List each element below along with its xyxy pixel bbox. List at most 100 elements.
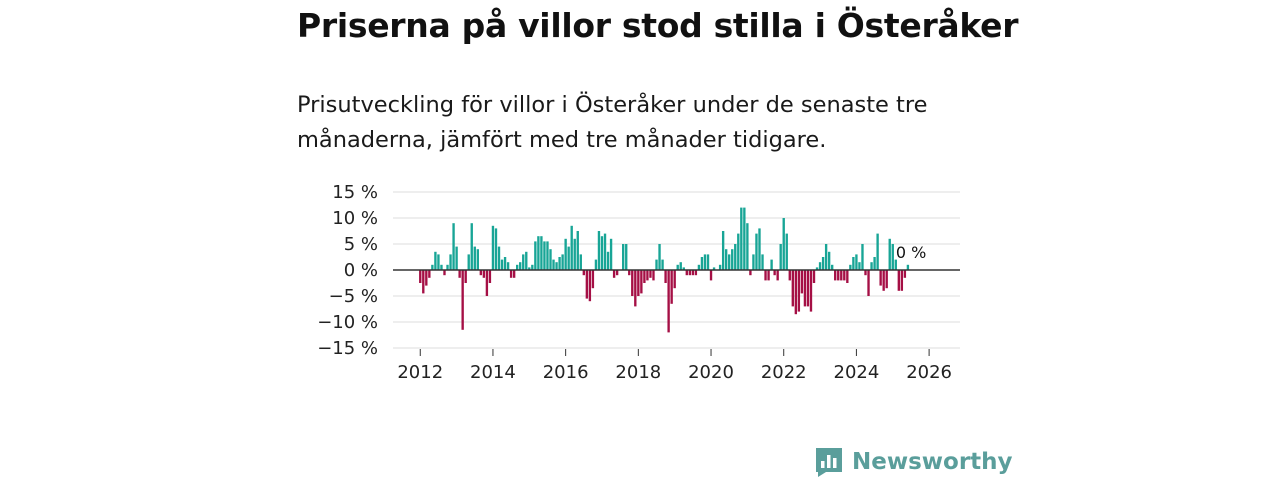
bar	[531, 264, 534, 270]
bar	[679, 262, 682, 270]
bar	[900, 270, 904, 291]
bar	[458, 270, 461, 278]
bar	[500, 259, 504, 270]
bar	[846, 270, 849, 283]
axes: 15 % 10 % 5 % 0 % −5 % −10 % −15 % 2012 2014 2016…	[317, 182, 960, 383]
bar	[728, 254, 731, 270]
bar	[597, 231, 601, 270]
bar	[688, 270, 692, 276]
bar	[440, 264, 443, 270]
bar	[628, 270, 631, 276]
bar	[855, 254, 858, 270]
bar	[655, 259, 658, 270]
bar	[837, 270, 840, 281]
bar	[594, 259, 598, 270]
bar	[488, 270, 492, 283]
chart-title: Priserna på villor stod stilla i Österåk…	[297, 6, 1019, 45]
bar	[576, 231, 579, 270]
bar	[737, 233, 740, 270]
bar	[549, 249, 552, 270]
bar	[894, 259, 897, 270]
newsworthy-brand[interactable]: Newsworthy	[814, 446, 1013, 478]
bar	[876, 233, 879, 270]
bar	[782, 218, 785, 270]
bar	[691, 270, 695, 276]
bar	[609, 238, 613, 270]
bar	[706, 254, 710, 270]
bar	[640, 270, 643, 294]
chart-subtitle: Prisutveckling för villor i Österåker un…	[297, 92, 928, 153]
bar	[519, 262, 522, 270]
bar	[770, 259, 773, 270]
x-tick-label: 2018	[615, 362, 661, 383]
bar	[746, 223, 749, 270]
bar	[752, 254, 755, 270]
bar	[646, 270, 649, 281]
bar	[812, 270, 816, 283]
bar	[734, 244, 737, 270]
bar	[840, 270, 843, 281]
y-tick-label: 15 %	[332, 182, 378, 203]
bar	[764, 270, 767, 281]
y-tick-label: −10 %	[317, 312, 378, 333]
bar	[543, 241, 546, 270]
x-tick-label: 2014	[470, 362, 516, 383]
bar	[685, 270, 688, 276]
bar	[643, 270, 646, 283]
bar	[509, 270, 513, 278]
bar	[824, 244, 828, 270]
bar	[658, 244, 661, 270]
bar	[697, 264, 701, 270]
bar	[740, 207, 743, 270]
bar	[637, 270, 640, 296]
bar	[652, 270, 655, 281]
bar	[797, 270, 801, 312]
bar	[788, 270, 791, 281]
bar	[903, 270, 907, 278]
bar	[834, 270, 837, 281]
bar	[516, 264, 519, 270]
bar	[606, 251, 610, 270]
bar	[512, 270, 516, 278]
bar	[470, 223, 473, 270]
bar	[537, 236, 540, 270]
bar	[476, 249, 479, 270]
bar	[528, 267, 531, 270]
y-tick-label: −15 %	[317, 338, 378, 359]
bar	[864, 270, 867, 276]
bar	[522, 254, 525, 270]
bar	[428, 270, 431, 278]
bar	[503, 257, 507, 270]
bar	[561, 254, 564, 270]
bar	[540, 236, 543, 270]
bar	[437, 254, 440, 270]
bar	[803, 270, 807, 307]
bar	[494, 228, 498, 270]
bar	[731, 249, 734, 270]
bar	[555, 262, 558, 270]
bar	[867, 270, 870, 296]
bar	[546, 241, 549, 270]
bar	[664, 270, 667, 283]
bar	[700, 257, 704, 270]
bar	[703, 254, 707, 270]
bar	[843, 270, 846, 281]
bar	[564, 238, 567, 270]
bar	[431, 264, 434, 270]
bar	[485, 270, 489, 296]
bar	[497, 246, 501, 270]
bar	[534, 241, 537, 270]
bar	[743, 207, 746, 270]
bar	[849, 264, 852, 270]
bar	[709, 270, 713, 281]
bar	[443, 270, 446, 276]
bar	[612, 270, 616, 278]
bar	[603, 233, 607, 270]
bar	[882, 270, 885, 291]
bar	[852, 257, 855, 270]
bar	[634, 270, 637, 307]
bar	[761, 254, 764, 270]
bar	[870, 262, 873, 270]
y-tick-label: 0 %	[344, 260, 378, 281]
